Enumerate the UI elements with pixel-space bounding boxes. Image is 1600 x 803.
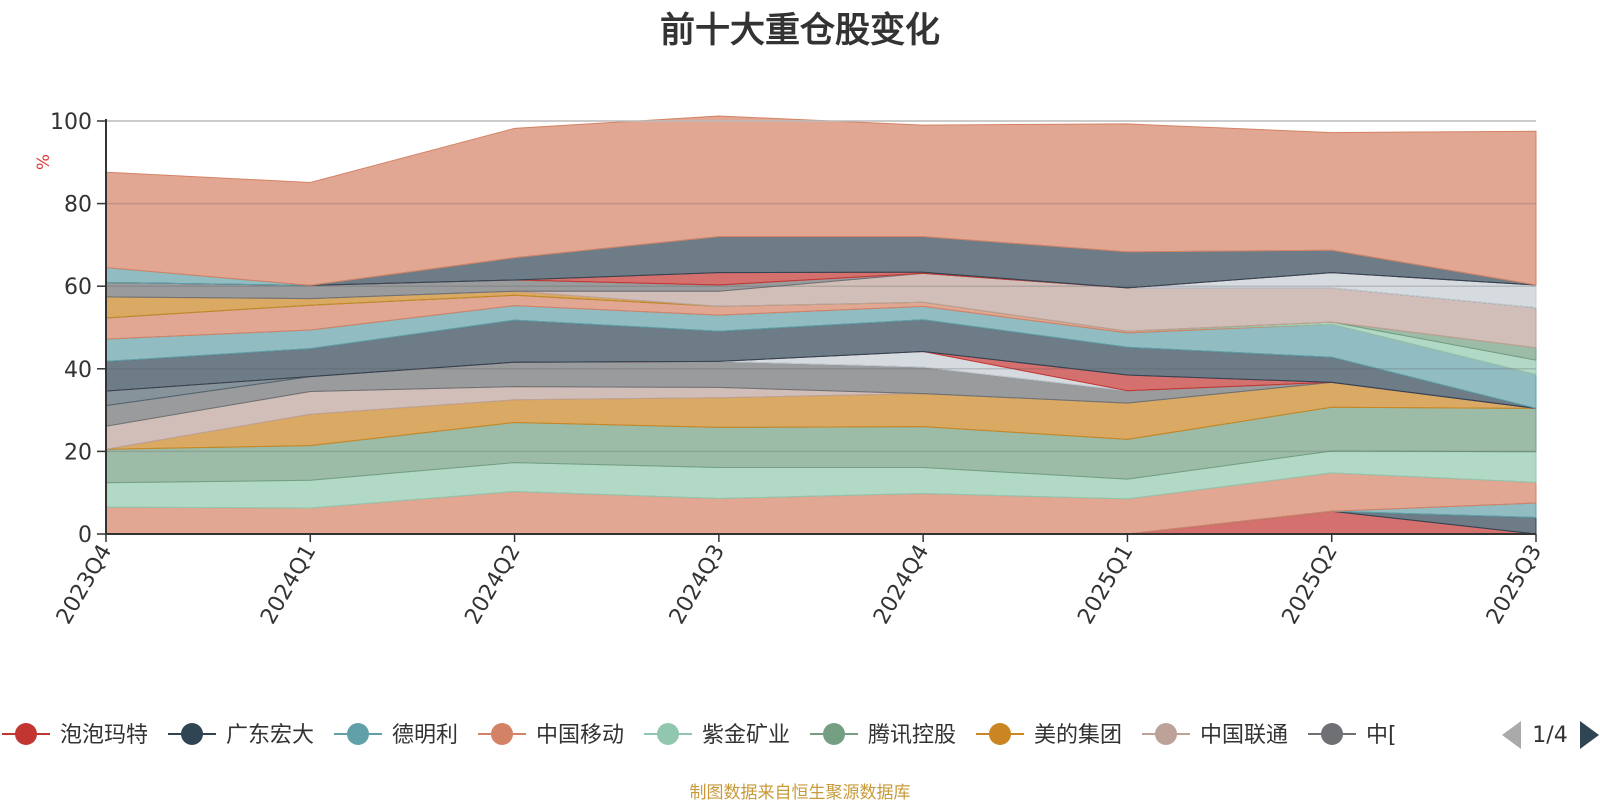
legend-label-8: 中国联通 (1200, 723, 1288, 748)
y-tick-label-80: 80 (64, 193, 92, 218)
legend-label-1: 泡泡玛特 (60, 723, 148, 748)
legend-prev-page-icon[interactable] (1502, 721, 1521, 749)
legend-label-6: 腾讯控股 (868, 723, 956, 748)
area-series-group (105, 115, 1537, 535)
data-source-note: 制图数据来自恒生聚源数据库 (689, 783, 911, 803)
legend-label-9: 中[ (1366, 723, 1397, 748)
y-tick-label-100: 100 (50, 110, 92, 135)
y-axis-unit-label: % (34, 154, 54, 170)
legend-marker-1 (15, 723, 37, 745)
legend-item-7[interactable]: 美的集团 (976, 723, 1122, 748)
x-tick-label-2024Q4: 2024Q4 (869, 541, 934, 629)
area-series-26 (105, 115, 1537, 286)
x-tick-label-2025Q3: 2025Q3 (1482, 541, 1547, 629)
legend-marker-6 (823, 723, 845, 745)
legend-marker-3 (347, 723, 369, 745)
legend-pager: 1/4 (1502, 721, 1599, 749)
legend-item-4[interactable]: 中国移动 (478, 723, 624, 748)
legend-item-6[interactable]: 腾讯控股 (810, 723, 956, 748)
y-tick-label-0: 0 (78, 523, 92, 548)
chart-title: 前十大重仓股变化 (659, 11, 940, 51)
x-tick-label-2025Q2: 2025Q2 (1278, 541, 1343, 629)
legend-next-page-icon[interactable] (1580, 721, 1599, 749)
legend-label-2: 广东宏大 (226, 723, 314, 748)
legend-label-4: 中国移动 (536, 723, 624, 748)
legend-page-indicator: 1/4 (1532, 723, 1567, 748)
legend-marker-8 (1155, 723, 1177, 745)
legend-marker-7 (989, 723, 1011, 745)
legend-label-3: 德明利 (392, 723, 458, 748)
x-tick-label-2025Q1: 2025Q1 (1073, 541, 1138, 629)
legend-item-9[interactable]: 中[ (1308, 723, 1397, 748)
x-tick-label-2024Q1: 2024Q1 (256, 541, 321, 629)
x-tick-label-2023Q4: 2023Q4 (52, 541, 117, 629)
y-tick-label-60: 60 (64, 275, 92, 300)
legend-item-2[interactable]: 广东宏大 (168, 723, 314, 748)
x-tick-label-2024Q3: 2024Q3 (665, 541, 730, 629)
legend-marker-2 (181, 723, 203, 745)
legend-items: 泡泡玛特 广东宏大 德明利 中国移动 紫金矿业 腾讯控股 美的集团 中国联通 中[ (2, 723, 1397, 748)
legend-marker-5 (657, 723, 679, 745)
legend-item-5[interactable]: 紫金矿业 (644, 723, 790, 748)
y-tick-label-40: 40 (64, 358, 92, 383)
legend-marker-4 (491, 723, 513, 745)
legend-item-8[interactable]: 中国联通 (1142, 723, 1288, 748)
legend-item-1[interactable]: 泡泡玛特 (2, 723, 148, 748)
legend-marker-9 (1321, 723, 1343, 745)
legend[interactable]: 泡泡玛特 广东宏大 德明利 中国移动 紫金矿业 腾讯控股 美的集团 中国联通 中[ 1/4 (2, 721, 1599, 749)
y-tick-label-20: 20 (64, 440, 92, 465)
legend-label-7: 美的集团 (1034, 723, 1122, 748)
legend-item-3[interactable]: 德明利 (334, 723, 458, 748)
legend-label-5: 紫金矿业 (702, 723, 790, 748)
x-tick-label-2024Q2: 2024Q2 (460, 541, 525, 629)
grid-lines (106, 120, 1536, 453)
